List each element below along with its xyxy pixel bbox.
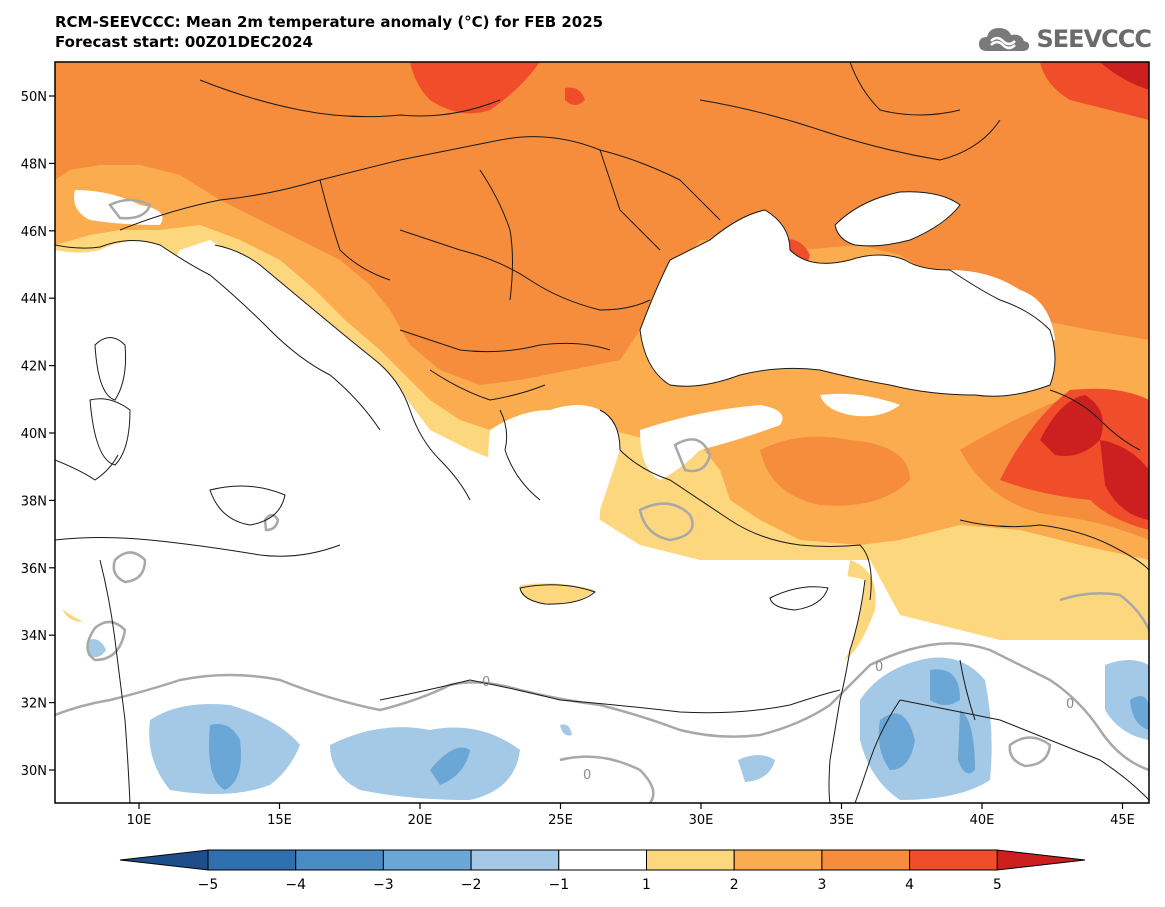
map-frame	[54, 61, 1150, 804]
map-title: RCM-SEEVCCC: Mean 2m temperature anomaly…	[55, 13, 604, 31]
colorbar-arrow-low	[119, 849, 209, 871]
lon-label: 15E	[267, 813, 292, 828]
colorbar-swatch	[207, 849, 297, 871]
anomaly-band-1-2	[55, 62, 1149, 640]
lat-label: 36N	[21, 562, 47, 577]
colorbar-swatch	[821, 849, 911, 871]
colorbar-swatch	[295, 849, 384, 871]
title-block: RCM-SEEVCCC: Mean 2m temperature anomaly…	[55, 12, 603, 52]
contour-label: 0	[1066, 697, 1074, 712]
lon-label: 30E	[689, 813, 714, 828]
lat-label: 32N	[21, 697, 47, 712]
lat-label: 42N	[21, 360, 47, 375]
colorbar-label: −1	[548, 877, 569, 893]
lon-label: 20E	[408, 813, 433, 828]
colorbar-label: 3	[817, 877, 826, 893]
colorbar-label: −5	[198, 877, 219, 893]
colorbar-swatch	[382, 849, 472, 871]
lon-label: 40E	[970, 813, 995, 828]
colorbar-label: −2	[461, 877, 482, 893]
logo-text: SEEVCCC	[1036, 25, 1152, 53]
lat-label: 46N	[21, 225, 47, 240]
lon-label: 45E	[1110, 813, 1135, 828]
colorbar-swatch	[733, 849, 823, 871]
colorbar-label: 2	[730, 877, 739, 893]
contour-labels: 0 0 0 0	[482, 660, 1074, 783]
lon-label: 35E	[829, 813, 854, 828]
anomaly-band-2-3	[55, 62, 1149, 560]
map-field	[55, 62, 1149, 803]
lat-label: 38N	[21, 494, 47, 509]
cloud-logo-icon	[978, 28, 1029, 51]
tyrrhenian-sea	[125, 320, 262, 508]
lat-label: 30N	[21, 764, 47, 779]
lat-label: 50N	[21, 90, 47, 105]
country-borders	[55, 62, 1149, 803]
colorbar-label: 5	[993, 877, 1002, 893]
colorbar-label: −4	[285, 877, 306, 893]
colorbar: −5 −4 −3 −2 −1 1 2 3 4 5	[119, 849, 1086, 893]
colorbar-swatch	[646, 849, 735, 871]
black-sea	[640, 210, 1055, 397]
anomaly-band-neg	[149, 704, 300, 794]
lon-label: 25E	[548, 813, 573, 828]
lon-label: 10E	[127, 813, 152, 828]
lat-label: 34N	[21, 629, 47, 644]
forecast-start: Forecast start: 00Z01DEC2024	[55, 33, 313, 51]
contour-label: 0	[482, 675, 490, 690]
colorbar-label: −3	[373, 877, 394, 893]
sea-of-azov	[835, 191, 960, 246]
colorbar-swatch	[909, 849, 998, 871]
colorbar-swatch	[558, 849, 647, 871]
contour-label: 0	[875, 660, 883, 675]
colorbar-arrow-high	[996, 849, 1086, 871]
seevccc-logo: SEEVCCC	[977, 22, 1152, 56]
lat-label: 44N	[21, 292, 47, 307]
adriatic-sea	[214, 245, 410, 422]
latitude-axis: 50N 48N 46N 44N 42N 40N 38N 36N 34N 32N 30N	[21, 90, 55, 779]
colorbar-label: 4	[905, 877, 914, 893]
colorbar-swatch	[470, 849, 560, 871]
zero-contours	[55, 198, 1149, 803]
mediterranean-sea	[55, 241, 384, 582]
longitude-axis: 10E 15E 20E 25E 30E 35E 40E 45E	[127, 803, 1135, 828]
lat-label: 40N	[21, 427, 47, 442]
lat-label: 48N	[21, 157, 47, 172]
anomaly-band-4-5	[410, 62, 540, 114]
anomaly-band-3-4	[55, 62, 1149, 385]
contour-label: 0	[583, 768, 591, 783]
aegean-sea	[488, 405, 620, 557]
colorbar-label: 1	[642, 877, 651, 893]
